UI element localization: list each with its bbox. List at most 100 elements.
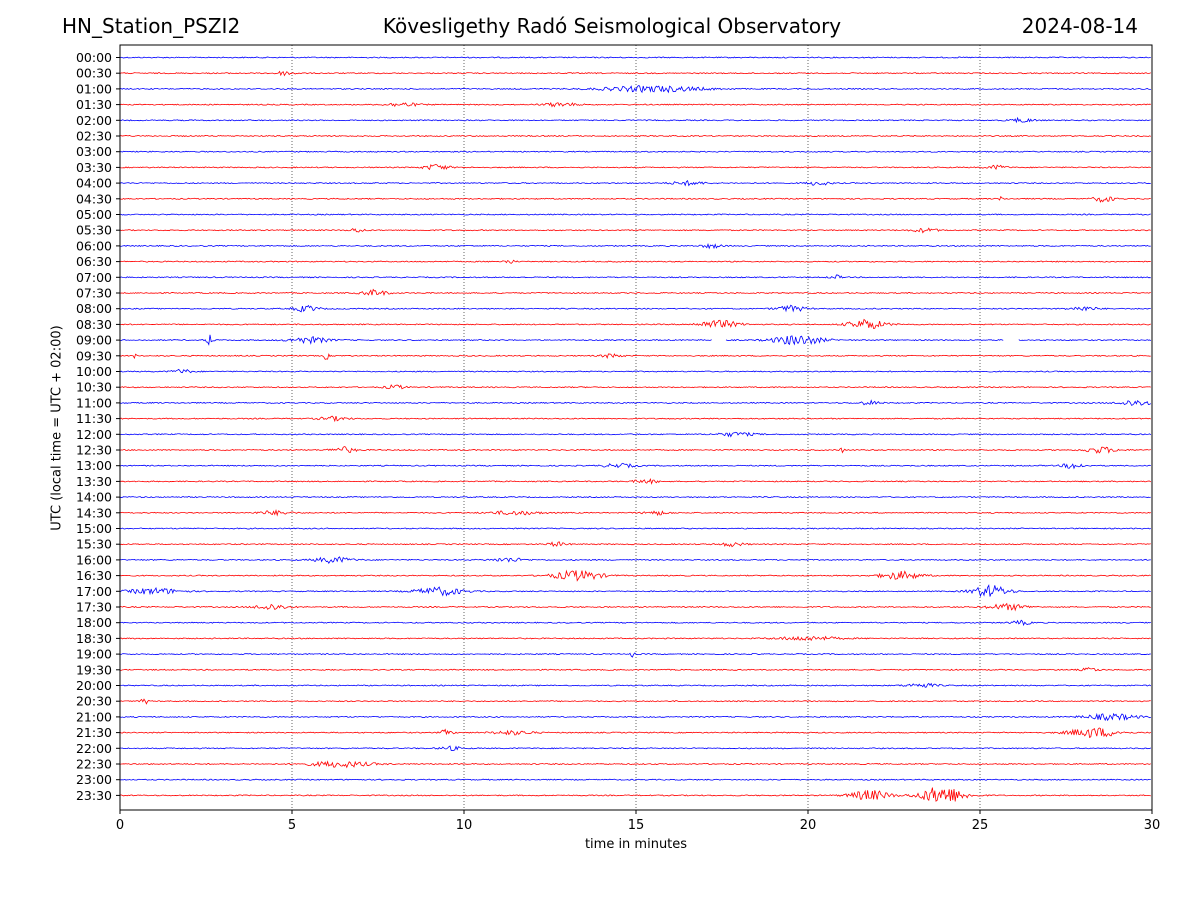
trace-1500 <box>119 527 1151 530</box>
trace-2100 <box>119 712 1151 722</box>
row-label: 18:30 <box>76 631 112 646</box>
trace-1000 <box>119 368 1151 374</box>
trace-2300 <box>119 778 1151 781</box>
trace-0330 <box>119 164 1151 171</box>
trace-0600 <box>119 243 1151 250</box>
row-label: 10:30 <box>76 380 112 395</box>
row-label: 13:00 <box>76 458 112 473</box>
grid-lines <box>291 45 981 810</box>
trace-0200 <box>119 116 1151 124</box>
trace-1700 <box>119 584 1151 598</box>
row-label: 03:30 <box>76 160 112 175</box>
row-label: 04:00 <box>76 176 112 191</box>
trace-0500 <box>119 213 1151 216</box>
row-label: 23:30 <box>76 788 112 803</box>
row-label: 17:00 <box>76 584 112 599</box>
observatory-title: Kövesligethy Radó Seismological Observat… <box>382 14 842 38</box>
trace-0930 <box>119 353 1151 360</box>
x-tick-label: 15 <box>628 818 645 833</box>
row-label: 10:00 <box>76 364 112 379</box>
trace-2230 <box>119 760 1151 769</box>
trace-2030 <box>119 698 1151 705</box>
row-label: 06:00 <box>76 238 112 253</box>
row-label: 19:00 <box>76 647 112 662</box>
row-label: 02:30 <box>76 129 112 144</box>
trace-1630 <box>119 569 1151 582</box>
trace-2200 <box>119 745 1152 751</box>
row-label: 20:00 <box>76 678 112 693</box>
trace-1930 <box>119 667 1152 672</box>
x-tick-label: 0 <box>116 818 124 833</box>
row-label: 12:30 <box>76 443 112 458</box>
station-title: HN_Station_PSZI2 <box>62 14 241 38</box>
y-axis-label: UTC (local time = UTC + 02:00) <box>49 325 65 531</box>
trace-0300 <box>119 150 1151 153</box>
trace-1800 <box>119 619 1151 627</box>
trace-1900 <box>119 652 1151 658</box>
trace-1430 <box>119 509 1151 517</box>
row-label: 08:00 <box>76 301 112 316</box>
trace-1300 <box>119 462 1151 470</box>
trace-1030 <box>119 384 1151 390</box>
trace-2130 <box>119 727 1152 739</box>
trace-0800 <box>119 304 1151 313</box>
x-tick-label: 20 <box>800 818 817 833</box>
row-label: 05:30 <box>76 223 112 238</box>
trace-1730 <box>119 602 1151 612</box>
row-label: 19:30 <box>76 662 112 677</box>
row-label: 05:00 <box>76 207 112 222</box>
row-label: 11:30 <box>76 411 112 426</box>
x-tick-label: 30 <box>1144 818 1161 833</box>
x-tick-label: 25 <box>972 818 989 833</box>
row-label: 21:00 <box>76 709 112 724</box>
y-axis: 00:0000:3001:0001:3002:0002:3003:0003:30… <box>76 50 120 803</box>
row-label: 03:00 <box>76 144 112 159</box>
row-label: 11:00 <box>76 395 112 410</box>
row-label: 08:30 <box>76 317 112 332</box>
traces <box>119 56 1152 802</box>
row-label: 16:30 <box>76 568 112 583</box>
row-label: 15:30 <box>76 537 112 552</box>
row-label: 15:00 <box>76 521 112 536</box>
trace-1830 <box>119 635 1151 642</box>
row-label: 20:30 <box>76 694 112 709</box>
trace-1400 <box>119 496 1151 499</box>
trace-0630 <box>119 259 1151 264</box>
row-label: 22:30 <box>76 757 112 772</box>
x-axis: 0 5 10 15 20 25 30 <box>116 810 1160 833</box>
trace-1530 <box>119 541 1151 548</box>
trace-2330 <box>119 787 1151 802</box>
x-axis-label: time in minutes <box>584 837 688 852</box>
row-label: 17:30 <box>76 600 112 615</box>
trace-0400 <box>119 179 1151 187</box>
row-label: 02:00 <box>76 113 112 128</box>
trace-0730 <box>119 288 1151 297</box>
row-label: 16:00 <box>76 552 112 567</box>
x-tick-label: 10 <box>456 818 473 833</box>
row-label: 00:30 <box>76 66 112 81</box>
trace-0700 <box>119 274 1151 279</box>
trace-2000 <box>119 682 1152 688</box>
row-label: 01:00 <box>76 81 112 96</box>
trace-0530 <box>119 227 1151 234</box>
trace-0830 <box>119 318 1151 330</box>
row-label: 22:00 <box>76 741 112 756</box>
trace-0230 <box>119 134 1151 138</box>
row-label: 07:00 <box>76 270 112 285</box>
row-label: 09:00 <box>76 333 112 348</box>
trace-1200 <box>119 431 1152 438</box>
row-label: 12:00 <box>76 427 112 442</box>
date-title: 2024-08-14 <box>1021 14 1138 38</box>
row-label: 13:30 <box>76 474 112 489</box>
row-label: 14:30 <box>76 505 112 520</box>
trace-1230 <box>119 446 1151 454</box>
trace-0100 <box>119 85 1151 94</box>
trace-0130 <box>119 101 1151 108</box>
row-label: 00:00 <box>76 50 112 65</box>
row-label: 01:30 <box>76 97 112 112</box>
trace-0030 <box>119 70 1151 77</box>
row-label: 06:30 <box>76 254 112 269</box>
trace-0430 <box>119 195 1151 203</box>
row-label: 23:00 <box>76 772 112 787</box>
